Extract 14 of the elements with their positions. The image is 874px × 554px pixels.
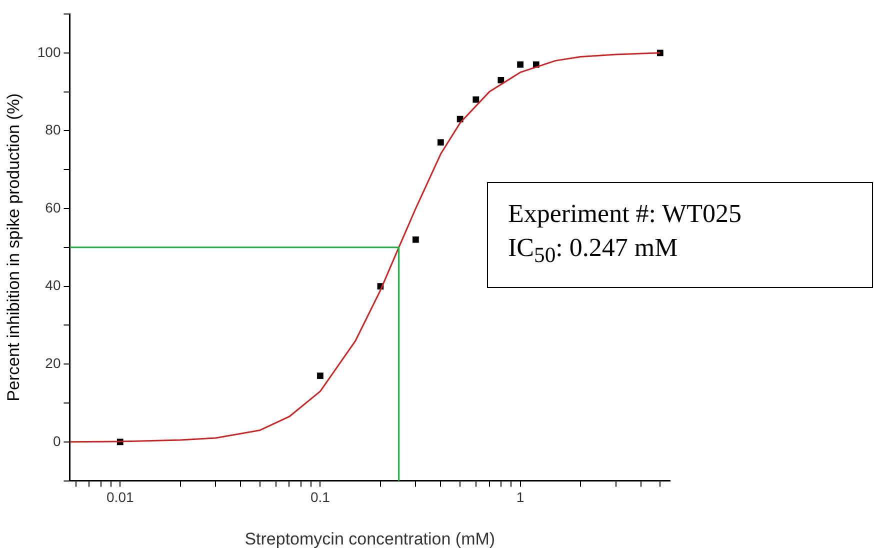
annotation: Experiment #: WT025 <box>508 198 742 230</box>
y-tick-label: 100 <box>37 44 61 60</box>
y-tick-label: 40 <box>45 277 61 294</box>
x-axis-title: Streptomycin concentration (mM) <box>244 529 496 548</box>
y-tick-label: 20 <box>45 354 61 371</box>
x-tick-label: 0.01 <box>106 489 134 506</box>
y-tick-label: 60 <box>45 199 61 216</box>
x-tick-label: 1 <box>516 489 524 506</box>
y-tick-label: 0 <box>52 432 61 449</box>
x-tick-label: 0.1 <box>310 489 330 506</box>
y-axis-title: Percent inhibition in spike production (%) <box>4 93 23 402</box>
text-box: Experiment #: WT025 IC$_{50}$: 0.247 mM <box>487 182 873 288</box>
y-tick-label: 80 <box>45 122 61 138</box>
annotation: IC$_{50}$: 0.247 mM <box>508 232 679 270</box>
